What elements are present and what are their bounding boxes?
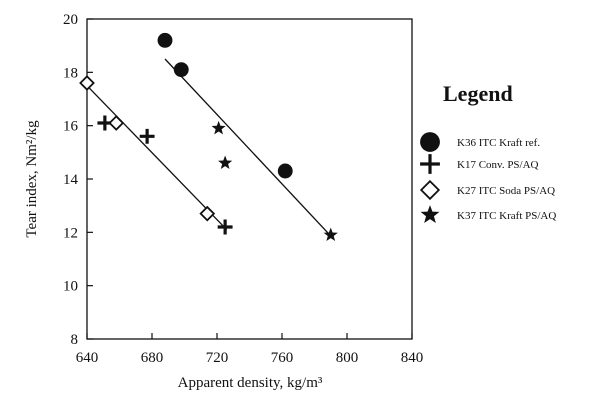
data-point-star: [323, 227, 338, 242]
y-axis-label: Tear index, Nm²/kg: [24, 120, 40, 238]
data-points: [79, 32, 338, 242]
y-tick-label: 18: [63, 65, 78, 81]
data-point-circle: [277, 163, 293, 179]
legend-marker-diamond: [419, 179, 441, 201]
legend: K36 ITC Kraft ref. K17 Conv. PS/AQ K27 ITC…: [419, 132, 556, 224]
plot-frame: [86, 18, 413, 340]
trend-lines: [86, 58, 333, 239]
data-point-cross: [139, 128, 155, 144]
data-point-star: [218, 155, 233, 170]
legend-marker-cross: [420, 154, 440, 174]
trend-line: [164, 58, 333, 239]
y-axis-label-text: Tear index, Nm²/kg: [24, 120, 40, 238]
trend-line: [86, 85, 228, 231]
legend-marker-star: [420, 205, 440, 224]
data-point-circle: [157, 32, 173, 48]
axis-ticks: 640 680 720 760 800 840 8 10 12 14 16 18 20: [63, 12, 423, 366]
y-tick-label: 10: [63, 279, 78, 295]
y-tick-label: 12: [63, 225, 78, 241]
data-point-diamond: [79, 75, 95, 91]
y-tick-label: 14: [63, 172, 79, 188]
x-tick-label: 760: [271, 350, 294, 366]
data-point-diamond: [199, 205, 216, 222]
y-tick-label: 8: [71, 332, 79, 348]
legend-label: K27 ITC Soda PS/AQ: [457, 185, 555, 197]
legend-label: K17 Conv. PS/AQ: [457, 159, 539, 171]
x-tick-label: 800: [336, 350, 359, 366]
x-axis-label: Apparent density, kg/m³: [178, 375, 323, 391]
data-point-star: [211, 120, 226, 135]
legend-label: K37 ITC Kraft PS/AQ: [457, 210, 556, 222]
x-tick-label: 680: [141, 350, 164, 366]
data-point-diamond: [108, 115, 125, 131]
data-point-circle: [173, 62, 189, 78]
y-tick-label: 20: [63, 12, 78, 28]
y-tick-label: 16: [63, 119, 79, 135]
x-tick-label: 720: [206, 350, 229, 366]
x-tick-label: 640: [76, 350, 99, 366]
data-point-cross: [217, 219, 233, 235]
legend-label: K36 ITC Kraft ref.: [457, 137, 540, 149]
legend-title: Legend: [443, 81, 513, 106]
x-tick-label: 840: [401, 350, 424, 366]
x-axis-label-text: Apparent density, kg/m³: [178, 375, 323, 391]
legend-marker-circle: [420, 132, 440, 152]
